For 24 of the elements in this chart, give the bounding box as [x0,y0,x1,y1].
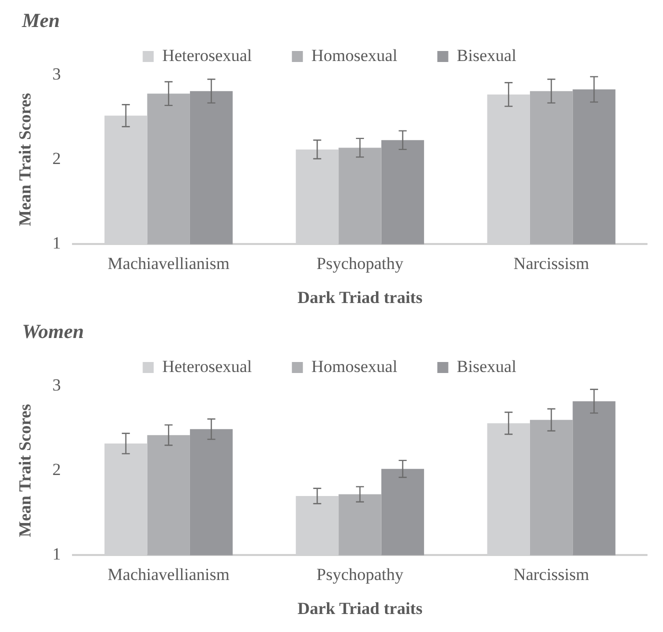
x-tick-label: Machiavellianism [108,564,230,584]
x-axis-title: Dark Triad traits [297,599,423,618]
chart-title: Men [22,10,60,33]
y-axis-title: Mean Trait Scores [16,92,35,226]
chart-title: Women [22,321,84,344]
y-tick-label: 1 [52,234,61,253]
legend-label: Bisexual [456,46,517,65]
x-tick-label: Psychopathy [316,254,404,273]
x-tick-label: Narcissism [514,254,590,273]
x-tick-label: Machiavellianism [108,254,230,273]
y-tick-label: 2 [52,149,61,168]
y-tick-label: 1 [52,544,61,564]
legend-label: Heterosexual [162,46,252,65]
x-tick-label: Psychopathy [316,564,404,584]
legend-label: Bisexual [456,356,517,376]
y-tick-label: 3 [52,375,61,394]
legend-label: Homosexual [311,46,398,65]
x-axis-title: Dark Triad traits [297,288,423,308]
legend-label: Heterosexual [162,356,252,376]
y-axis-title: Mean Trait Scores [16,404,35,538]
x-tick-label: Narcissism [514,564,590,584]
y-tick-label: 2 [52,460,61,480]
legend-label: Homosexual [311,356,398,376]
y-tick-label: 3 [52,64,61,84]
